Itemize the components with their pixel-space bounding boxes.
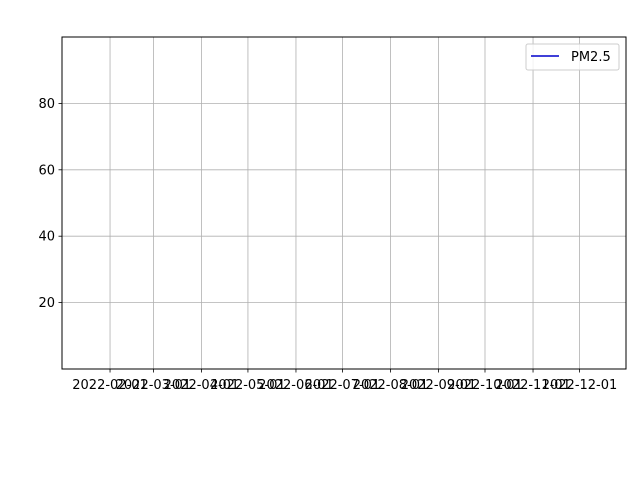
y-tick-label: 20: [38, 296, 55, 311]
x-tick-label: 2022-12-01: [542, 378, 618, 393]
plot-area-frame: [61, 36, 627, 370]
x-tick-label: 2022-11-01: [495, 378, 571, 393]
x-tick-label: 2022-05-01: [210, 378, 286, 393]
x-tick-label: 2022-03-01: [116, 378, 192, 393]
x-tick-label: 2022-08-01: [353, 378, 429, 393]
grid: [62, 37, 626, 369]
x-tick-label: 2022-07-01: [305, 378, 381, 393]
y-tick-label: 60: [38, 163, 55, 178]
x-tick-label: 2022-02-01: [72, 378, 148, 393]
x-tick-label: 2022-06-01: [258, 378, 334, 393]
y-axis: 20 40 60 80: [38, 97, 62, 311]
x-axis: 2022-02-012022-03-012022-04-012022-05-01…: [72, 369, 617, 393]
y-tick-label: 80: [38, 97, 55, 112]
x-tick-label: 2022-04-01: [164, 378, 240, 393]
legend-box: [525, 43, 620, 71]
legend: PM2.5: [525, 43, 620, 71]
y-tick-label: 40: [38, 230, 55, 245]
x-tick-label: 2022-09-01: [401, 378, 477, 393]
legend-label-pm25: PM2.5: [571, 50, 611, 65]
x-tick-label: 2022-10-01: [447, 378, 523, 393]
